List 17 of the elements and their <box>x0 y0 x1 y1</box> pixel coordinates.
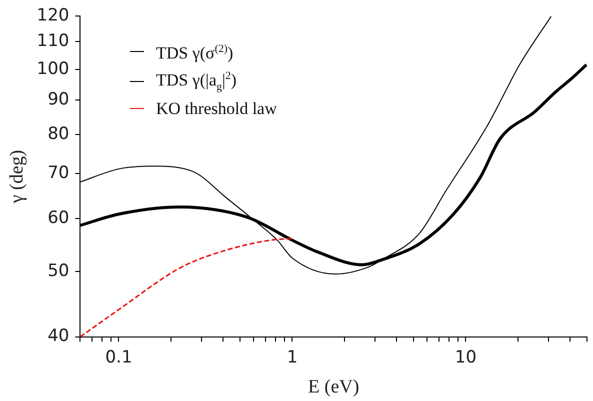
legend-label: KO threshold law <box>156 98 277 120</box>
y-tick-label: 110 <box>36 31 70 52</box>
y-axis-title: γ (deg) <box>6 150 28 204</box>
y-tick-label: 70 <box>48 162 70 183</box>
legend-label: TDS γ(|a$_{g}$|$^{2}$) <box>156 68 237 95</box>
x-tick-label: 1 <box>286 347 298 368</box>
x-tick-label: 0.1 <box>105 347 132 368</box>
y-tick-label: 80 <box>48 124 70 144</box>
y-tick-label: 90 <box>48 90 70 110</box>
y-tick-label: 100 <box>36 58 70 79</box>
legend-label: TDS γ(σ$^{(2)}$) <box>156 42 234 65</box>
y-tick-label: 60 <box>48 208 70 228</box>
y-tick-label: 120 <box>36 6 70 26</box>
x-axis-title: E (eV) <box>308 376 360 398</box>
y-tick-label: 40 <box>48 326 70 346</box>
y-tick-label: 50 <box>48 261 70 282</box>
x-tick-label: 10 <box>454 347 477 368</box>
